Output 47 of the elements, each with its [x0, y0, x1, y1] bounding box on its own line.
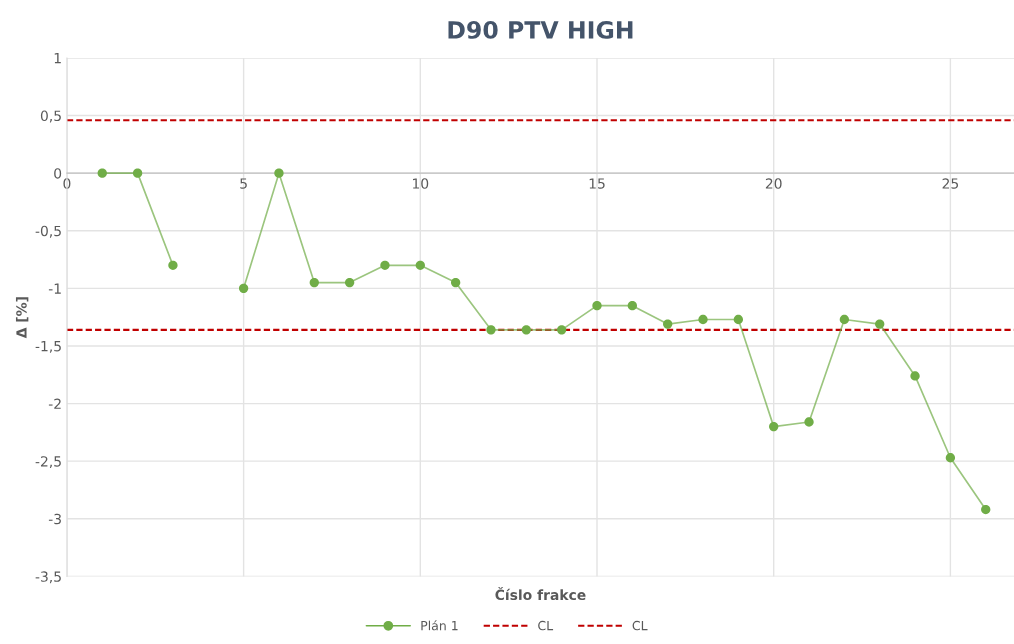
point	[450, 277, 461, 288]
y-tick-label: -1	[48, 283, 61, 294]
point	[97, 168, 107, 178]
point	[981, 504, 991, 515]
y-tick-label: 1	[54, 53, 61, 64]
point	[839, 314, 850, 325]
x-tick-label: 0	[63, 178, 71, 189]
point	[592, 300, 602, 311]
y-tick-label: 0,5	[40, 110, 61, 123]
x-tick-label: 10	[413, 178, 429, 189]
point	[309, 277, 319, 288]
point	[521, 325, 531, 335]
x-tick-label: 20	[765, 178, 782, 189]
y-tick-label: -2	[48, 398, 61, 409]
y-tick-label: -3	[48, 513, 61, 525]
point	[380, 260, 390, 270]
x-axis-title: Číslo frakce	[495, 587, 586, 601]
y-axis-title: Δ [%]	[15, 297, 29, 339]
point	[132, 168, 143, 178]
point	[274, 168, 284, 178]
point	[804, 417, 814, 427]
point	[663, 319, 673, 329]
point	[415, 260, 425, 270]
y-tick-label: -3,5	[35, 571, 61, 584]
point	[344, 277, 355, 288]
point	[875, 319, 885, 329]
point	[557, 325, 567, 335]
point	[945, 453, 956, 463]
legend-label: Plán 1	[421, 620, 458, 631]
chart-title: D90 PTV HIGH	[448, 20, 633, 39]
y-tick-label: 0	[54, 168, 62, 179]
point	[486, 325, 496, 335]
point	[238, 283, 249, 294]
point	[627, 300, 637, 311]
legend-label: CL	[632, 620, 648, 631]
y-tick-label: -1,5	[35, 341, 61, 353]
x-tick-label: 5	[240, 178, 247, 189]
point	[910, 371, 920, 381]
y-tick-label: -0,5	[35, 225, 61, 238]
point	[698, 314, 708, 325]
point	[769, 421, 779, 432]
point	[168, 260, 178, 270]
x-tick-label: 15	[589, 178, 605, 189]
x-tick-label: 25	[942, 178, 959, 189]
point	[733, 314, 744, 325]
legend-label: CL	[538, 620, 554, 631]
y-tick-label: -2,5	[35, 456, 61, 469]
